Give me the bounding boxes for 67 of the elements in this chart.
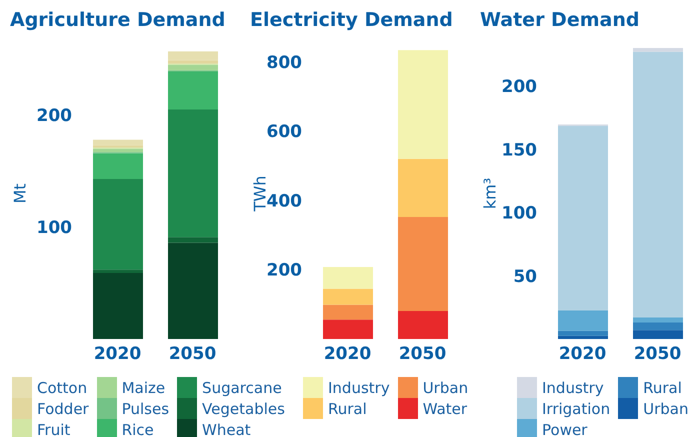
legend-label: Power	[542, 420, 588, 437]
bar	[168, 64, 218, 70]
x-tick-label: 2020	[324, 344, 372, 364]
legend-label: Fruit	[37, 420, 70, 437]
legend-label: Fodder	[37, 400, 89, 418]
bar	[633, 48, 683, 52]
y-tick-label: 600	[266, 122, 302, 142]
bar	[93, 148, 143, 152]
y-tick-label: 100	[502, 204, 538, 224]
legend-label: Wheat	[202, 420, 251, 437]
legend-label: Urban	[643, 400, 688, 418]
bar	[398, 158, 448, 218]
legend-label: Pulses	[122, 400, 170, 418]
legend-label: Irrigation	[542, 400, 610, 418]
bar	[558, 126, 608, 311]
y-tick-label: 800	[266, 52, 302, 73]
chart-title: Agriculture Demand	[9, 8, 226, 33]
x-tick-label: 2050	[168, 344, 216, 364]
y-tick-label: 200	[266, 260, 302, 281]
y-tick-label: 200	[502, 76, 538, 97]
legend-label: Rice	[122, 420, 154, 437]
legend-label: Rural	[643, 378, 682, 396]
y-axis-title: km³	[480, 178, 500, 210]
bar	[558, 310, 608, 331]
legend-label: Maize	[122, 378, 166, 396]
legend-label: Cotton	[37, 378, 88, 396]
bar	[93, 178, 143, 270]
bar	[398, 50, 448, 159]
x-tick-label: 2050	[634, 344, 682, 364]
bar	[633, 322, 683, 330]
bar	[93, 272, 143, 339]
chart-title: Water Demand	[479, 8, 640, 33]
chart-title: Electricity Demand	[249, 8, 454, 33]
legend-label: Urban	[422, 378, 468, 396]
bar	[558, 336, 608, 339]
legend-label: Rural	[328, 400, 367, 418]
bar	[93, 140, 143, 146]
y-tick-label: 200	[36, 106, 72, 126]
bar	[323, 266, 373, 289]
x-tick-label: 2020	[94, 344, 142, 364]
x-tick-label: 2020	[558, 344, 606, 364]
y-axis-title: Mt	[10, 183, 30, 204]
legend-label: Vegetables	[202, 400, 285, 418]
y-tick-label: 150	[502, 140, 538, 160]
bar	[633, 52, 683, 318]
bar	[93, 153, 143, 179]
bar	[168, 242, 218, 339]
legend-label: Water	[422, 400, 468, 418]
bar	[633, 330, 683, 339]
bar	[323, 320, 373, 339]
bar	[633, 317, 683, 323]
bar	[168, 110, 218, 238]
bar	[398, 217, 448, 311]
bar	[168, 51, 218, 60]
bar	[323, 304, 373, 320]
bar	[168, 72, 218, 110]
bar	[93, 270, 143, 273]
y-tick-label: 100	[36, 218, 72, 238]
legend-label: Industry	[328, 378, 390, 396]
bar	[558, 330, 608, 336]
legend-label: Industry	[542, 378, 604, 396]
legend-label: Sugarcane	[202, 378, 282, 396]
bar	[168, 237, 218, 243]
bar	[398, 310, 448, 339]
y-tick-label: 50	[513, 266, 538, 287]
bar	[323, 288, 373, 305]
x-tick-label: 2050	[398, 344, 446, 364]
